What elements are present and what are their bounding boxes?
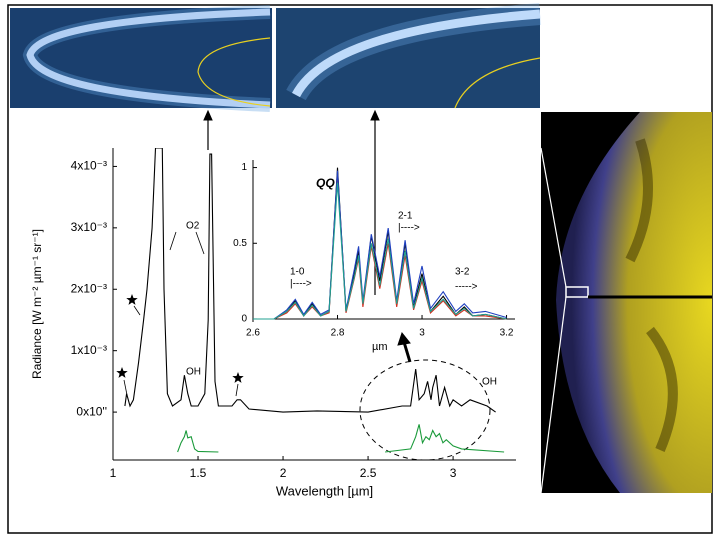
series-line	[253, 175, 507, 320]
annotation: 1-0	[290, 267, 305, 278]
y-axis-label: Radiance [W m⁻² µm⁻¹ sr⁻¹]	[30, 229, 44, 379]
series-line	[253, 182, 507, 320]
y-tick-label: 4x10⁻³	[71, 159, 107, 173]
y-tick-label: 1	[241, 162, 247, 173]
arrows	[203, 109, 412, 363]
annotation: OH	[482, 377, 497, 388]
annotation: O2	[186, 221, 200, 232]
annotation: OH	[186, 367, 201, 378]
y-tick-label: 0.5	[233, 238, 247, 249]
pointer	[235, 383, 239, 397]
plot-area	[253, 167, 507, 320]
series-line	[253, 170, 507, 320]
annotation: 3-2	[455, 267, 470, 278]
plot-area	[124, 148, 505, 453]
y-tick-label: 0x10''	[76, 404, 107, 418]
image-left	[10, 5, 272, 112]
pointer	[133, 305, 141, 316]
x-tick-label: 2.8	[331, 328, 345, 339]
annotation: |---->	[290, 279, 312, 290]
y-tick-label: 3x10⁻³	[71, 220, 107, 234]
annotation: |---->	[398, 223, 420, 234]
x-tick-label: 2.5	[360, 466, 377, 480]
stars	[116, 231, 244, 397]
x-tick-label: 3	[419, 328, 425, 339]
series-line	[253, 167, 507, 320]
x-tick-label: 3.2	[500, 328, 514, 339]
star	[232, 372, 244, 383]
x-tick-label: 3	[450, 466, 457, 480]
star	[126, 294, 138, 305]
image-middle	[276, 3, 541, 109]
x-tick-label: 1.5	[190, 466, 207, 480]
image-right	[540, 112, 712, 494]
series-line	[124, 148, 496, 413]
pointer	[169, 231, 177, 251]
x-tick-label: 1	[110, 466, 117, 480]
annotation: 2-1	[398, 211, 413, 222]
y-tick-label: 0	[241, 314, 247, 325]
star	[116, 367, 128, 378]
annotation: QQ	[316, 176, 335, 190]
series-line	[177, 424, 505, 453]
x-tick-label: 2.6	[246, 328, 260, 339]
annotation: ----->	[455, 282, 478, 293]
x-axis-label: Wavelength [µm]	[276, 483, 373, 498]
x-axis-label: µm	[372, 341, 388, 353]
y-tick-label: 1x10⁻³	[71, 343, 107, 357]
pointer	[123, 379, 128, 396]
pointer	[195, 231, 205, 255]
x-tick-label: 2	[280, 466, 287, 480]
y-tick-label: 2x10⁻³	[71, 281, 107, 295]
